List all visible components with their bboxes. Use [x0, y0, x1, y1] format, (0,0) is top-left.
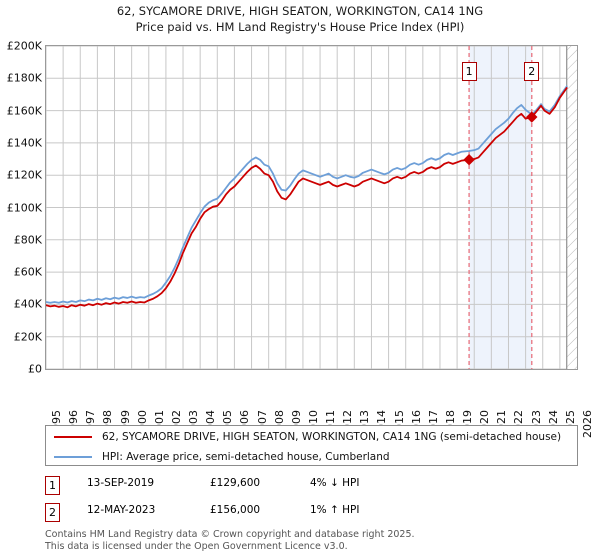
legend-item: 62, SYCAMORE DRIVE, HIGH SEATON, WORKING…: [46, 427, 577, 447]
y-tick-label: £200K: [6, 39, 42, 53]
plot-frame: [45, 45, 578, 370]
y-tick-label: £180K: [6, 71, 42, 85]
x-axis-labels: 1995 1996 1997 1998 1999 2000 2001 2002 2003 2004…: [45, 372, 594, 438]
footer-line-2: This data is licensed under the Open Gov…: [45, 540, 348, 552]
price-history-plot: [46, 46, 577, 369]
sale-hpi-delta: 1% ↑ HPI: [310, 504, 360, 516]
sale-price: £156,000: [210, 504, 261, 516]
sale-hpi-delta: 4% ↓ HPI: [310, 477, 360, 489]
sale-date: 13-SEP-2019: [87, 477, 155, 489]
y-tick-label: £60K: [13, 265, 42, 279]
sale-price: £129,600: [210, 477, 261, 489]
y-tick-label: £120K: [6, 168, 42, 182]
y-axis-labels: £0 £20K £40K £60K £80K £100K £120K £140K £160K £1…: [0, 40, 42, 376]
legend-color-swatch: [54, 436, 92, 438]
y-tick-label: £0: [28, 362, 42, 376]
y-tick-label: £40K: [13, 297, 42, 311]
legend-item: HPI: Average price, semi-detached house,…: [46, 447, 577, 467]
chart-legend: 62, SYCAMORE DRIVE, HIGH SEATON, WORKING…: [45, 425, 578, 466]
y-tick-label: £20K: [13, 330, 42, 344]
title-line-2: Price paid vs. HM Land Registry's House …: [135, 20, 465, 34]
page-title: 62, SYCAMORE DRIVE, HIGH SEATON, WORKING…: [0, 3, 600, 35]
sale-row: 1 13-SEP-2019 £129,600 4% ↓ HPI: [45, 476, 578, 496]
y-tick-label: £100K: [6, 201, 42, 214]
legend-label: 62, SYCAMORE DRIVE, HIGH SEATON, WORKING…: [102, 431, 562, 443]
footer-line-1: Contains HM Land Registry data © Crown c…: [45, 529, 415, 540]
sale-index-badge: 2: [45, 503, 60, 522]
y-tick-label: £80K: [13, 233, 42, 247]
y-tick-label: £140K: [6, 136, 42, 150]
chart-marker-2: 2: [524, 62, 540, 81]
sale-row: 2 12-MAY-2023 £156,000 1% ↑ HPI: [45, 503, 578, 523]
chart-marker-1: 1: [461, 62, 477, 81]
y-tick-label: £160K: [6, 104, 42, 118]
sale-index-badge: 1: [45, 476, 60, 495]
sale-date: 12-MAY-2023: [87, 504, 156, 516]
legend-label: HPI: Average price, semi-detached house,…: [102, 451, 390, 463]
footer-attribution: Contains HM Land Registry data © Crown c…: [45, 529, 590, 552]
title-line-1: 62, SYCAMORE DRIVE, HIGH SEATON, WORKING…: [116, 4, 484, 18]
x-tick-label: 2026: [581, 410, 594, 438]
legend-color-swatch: [54, 456, 92, 458]
